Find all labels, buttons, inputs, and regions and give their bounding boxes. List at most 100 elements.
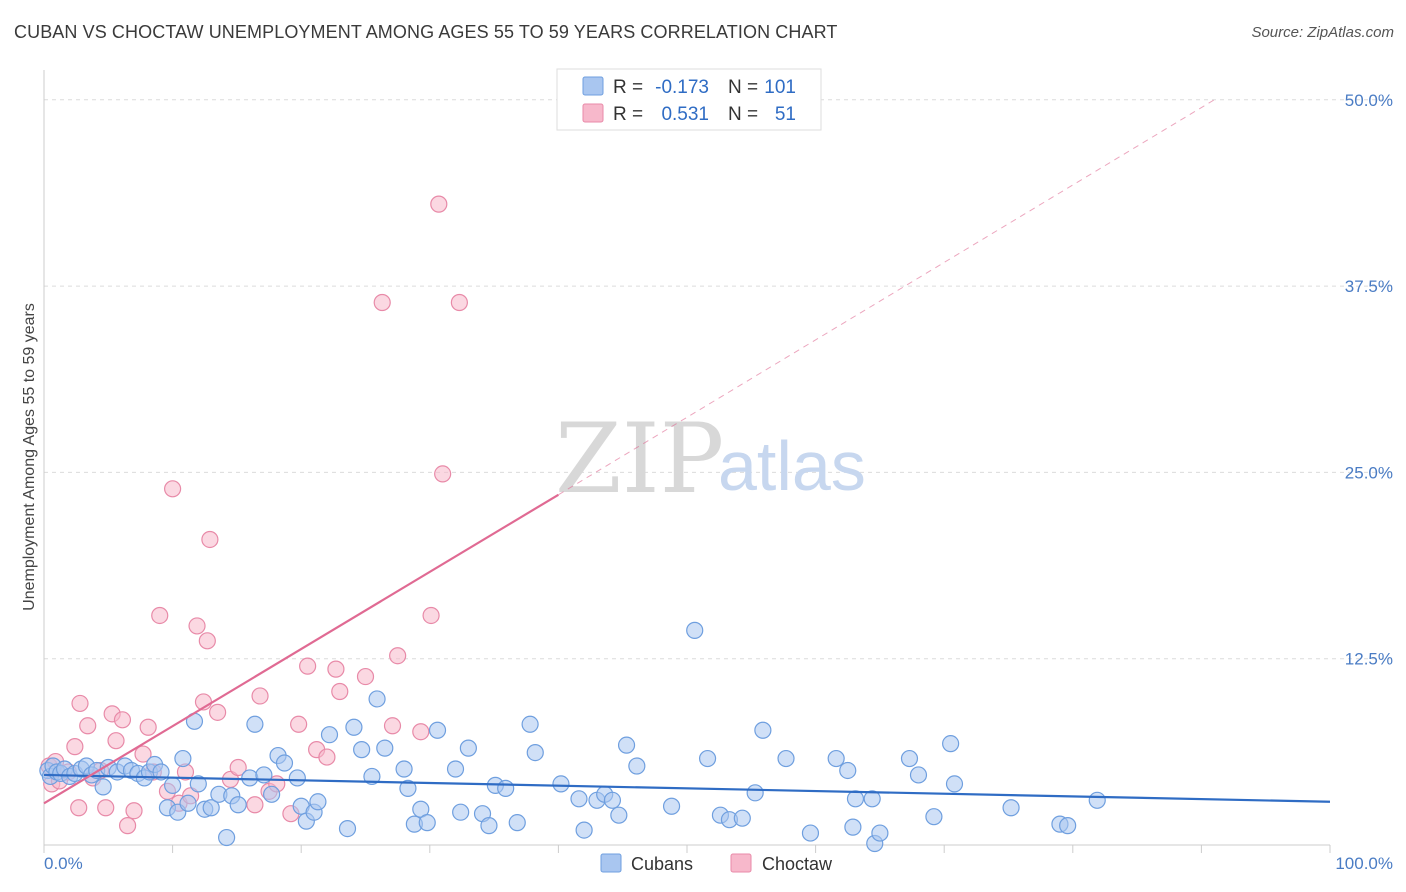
cuban-point-32	[218, 828, 236, 847]
series-legend-label-choctaw: Choctaw	[762, 854, 833, 874]
cuban-point-41	[288, 769, 306, 787]
choctaw-point-26	[188, 617, 206, 635]
cuban-point-21	[152, 763, 170, 781]
choctaw-point-51	[434, 465, 452, 483]
cuban-point-103	[1088, 791, 1106, 809]
legend-swatch-cubans	[582, 76, 604, 96]
choctaw-point-7	[71, 694, 89, 713]
cuban-point-49	[353, 741, 371, 759]
cuban-point-99	[945, 775, 964, 793]
choctaw-point-18	[139, 718, 157, 736]
cuban-point-79	[686, 621, 704, 639]
cuban-point-48	[345, 718, 363, 736]
cuban-point-65	[497, 779, 515, 797]
axes	[43, 70, 1331, 853]
choctaw-point-39	[299, 657, 317, 675]
y-tick-label-1: 25.0%	[1345, 463, 1393, 482]
x-tick-label-1: 100.0%	[1335, 854, 1393, 873]
cuban-point-59	[446, 760, 465, 778]
cuban-point-51	[368, 690, 386, 708]
cuban-point-88	[827, 749, 845, 768]
choctaw-point-42	[327, 660, 345, 678]
y-tick-label-0: 12.5%	[1345, 650, 1393, 669]
choctaw-point-49	[422, 606, 440, 625]
legend-r-label-cubans: R =	[613, 77, 643, 98]
cuban-point-77	[628, 757, 646, 775]
cuban-point-53	[395, 760, 413, 778]
cuban-point-86	[777, 749, 795, 768]
cuban-point-97	[925, 808, 943, 826]
cuban-point-94	[871, 824, 889, 842]
choctaw-point-52	[450, 293, 468, 312]
legend-n-label-choctaw: N =	[728, 104, 758, 125]
cuban-point-28	[189, 775, 207, 793]
chart-title: CUBAN VS CHOCTAW UNEMPLOYMENT AMONG AGES…	[14, 22, 838, 42]
choctaw-point-50	[430, 195, 448, 213]
choctaw-point-32	[229, 758, 247, 777]
y-axis-label: Unemployment Among Ages 55 to 59 years	[21, 303, 38, 611]
choctaw-point-30	[209, 703, 227, 721]
cuban-point-102	[1059, 817, 1077, 835]
choctaw-point-44	[356, 667, 375, 686]
cuban-point-60	[452, 803, 470, 821]
cuban-point-80	[698, 749, 717, 768]
cuban-point-84	[746, 784, 764, 802]
cuban-point-57	[418, 814, 436, 832]
cuban-point-70	[570, 790, 588, 808]
choctaw-point-6	[70, 799, 88, 817]
cuban-point-91	[846, 790, 865, 808]
x-tick-labels: 0.0% 100.0%	[44, 854, 1393, 873]
watermark-atlas: atlas	[718, 427, 866, 505]
choctaw-point-13	[107, 732, 125, 750]
series-legend: Cubans Choctaw	[600, 853, 833, 874]
y-tick-label-2: 37.5%	[1345, 277, 1393, 296]
cuban-point-68	[526, 743, 544, 762]
choctaw-point-48	[412, 723, 430, 741]
cuban-point-34	[229, 796, 247, 814]
legend-n-label-cubans: N =	[728, 77, 758, 98]
cuban-point-90	[844, 818, 862, 836]
cuban-point-92	[863, 790, 881, 808]
cuban-point-47	[338, 820, 357, 838]
legend-n-value-choctaw: 51	[775, 104, 796, 125]
cuban-point-46	[320, 726, 339, 744]
choctaw-point-34	[251, 687, 269, 705]
choctaw-point-8	[79, 717, 97, 735]
choctaw-points	[40, 195, 468, 835]
cuban-point-45	[309, 793, 327, 811]
cuban-point-36	[246, 715, 264, 733]
cuban-point-23	[164, 776, 182, 794]
legend-swatch-choctaw	[582, 103, 604, 123]
choctaw-point-22	[164, 480, 182, 498]
cuban-point-54	[399, 779, 417, 797]
cuban-point-58	[428, 721, 447, 739]
legend-r-value-cubans: -0.173	[655, 77, 709, 98]
cuban-point-67	[521, 715, 539, 733]
trend-lines	[43, 99, 1331, 805]
choctaw-point-14	[113, 711, 132, 729]
cuban-point-69	[552, 775, 570, 793]
cuban-point-25	[174, 749, 192, 768]
choctaw-point-43	[331, 682, 349, 701]
cuban-point-75	[610, 806, 628, 824]
cuban-point-98	[942, 735, 960, 753]
choctaw-point-16	[125, 802, 143, 820]
cuban-point-76	[617, 736, 636, 754]
cuban-point-63	[480, 817, 498, 835]
cuban-point-74	[603, 791, 622, 809]
choctaw-point-46	[383, 717, 402, 735]
choctaw-point-17	[134, 745, 152, 763]
cuban-point-12	[94, 778, 112, 796]
source-label: Source: ZipAtlas.com	[1251, 24, 1394, 41]
cuban-point-35	[241, 769, 259, 787]
choctaw-point-38	[290, 715, 308, 733]
series-legend-label-cubans: Cubans	[631, 854, 693, 874]
cuban-points	[39, 621, 1106, 853]
cuban-point-89	[839, 761, 857, 780]
cuban-point-78	[662, 797, 681, 815]
series-legend-swatch-cubans	[600, 853, 622, 873]
cuban-point-38	[263, 785, 281, 803]
choctaw-point-33	[246, 796, 264, 814]
grid-lines	[44, 99, 1392, 660]
